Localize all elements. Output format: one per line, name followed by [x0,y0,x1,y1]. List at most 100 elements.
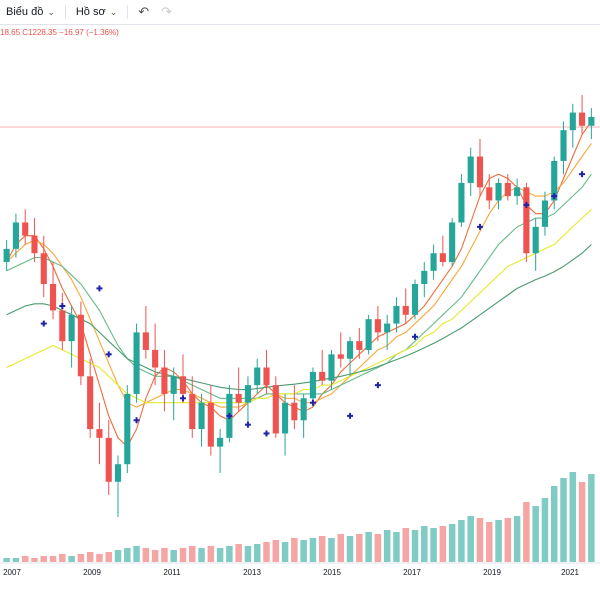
candle [579,95,586,135]
candle-body [68,314,75,342]
candle [439,235,446,267]
toolbar-divider [64,5,66,19]
volume-bar [68,556,75,562]
price-legend: 18.65 C1228.35 −16.97 (−1.36%) [0,28,119,37]
candle [411,279,419,320]
volume-bar [179,548,187,562]
candle-body [569,112,576,131]
candle [22,209,29,245]
candle [105,420,112,495]
volume-bar [244,546,252,562]
candle-body [337,354,344,359]
plus-marker [551,193,558,200]
volume-bar [467,516,474,562]
plus-marker [523,201,530,208]
candle-body [300,398,307,421]
candle [217,429,224,474]
plus-marker [263,430,270,437]
volume-bar [151,550,159,562]
plus-marker [244,421,251,428]
volume-bars [3,472,595,562]
chevron-down-icon: ⌄ [47,6,55,17]
candle [3,240,10,271]
volume-bar [309,538,317,562]
candle-body [31,235,38,254]
candle [495,178,502,210]
candle [170,367,177,421]
volume-bar [550,486,558,562]
candle-body [142,332,149,350]
plus-marker [59,302,66,309]
candle [393,297,400,333]
moving-average-line [6,121,592,448]
volume-bar [105,552,112,562]
candle [40,235,47,298]
volume-bar [3,558,10,562]
candle [12,213,19,258]
volume-bar [402,528,409,562]
redo-icon[interactable]: ↷ [161,4,173,19]
candle-body [179,376,187,394]
volume-bar [513,516,521,562]
plus-marker [476,223,483,230]
candle-body [402,305,409,315]
volume-bar [124,548,131,562]
candle [560,121,567,175]
candle-body [198,402,205,430]
time-tick-label: 2021 [561,568,579,577]
candle [346,336,354,377]
candle [179,354,187,403]
time-tick-label: 2017 [403,568,421,577]
candle-body [560,130,567,161]
volume-bar [383,530,391,562]
toolbar-divider [127,5,129,19]
volume-bar [458,520,465,562]
candle [551,156,558,210]
volume-bar [356,534,363,562]
candle [430,244,437,280]
volume-bar [96,554,103,562]
volume-bar [253,544,261,562]
candle-body [467,156,474,183]
volume-bar [49,556,57,562]
candle-body [152,349,159,368]
candle-body [588,116,595,126]
moving-average-line [6,173,592,399]
candle-body [393,305,400,324]
candle [152,323,159,386]
candle [523,182,530,263]
candle-body [254,367,261,386]
volume-bar [569,472,577,562]
volume-bar [541,498,549,562]
volume-bar [486,522,493,562]
candle [263,349,270,394]
volume-bar [504,518,512,562]
candle [244,376,252,425]
chart-menu-button[interactable]: Biểu đồ ⌄ [0,0,61,24]
profile-menu-button[interactable]: Hồ sơ ⌄ [70,0,123,24]
candle [254,358,261,394]
candle-body [217,437,224,447]
volume-bar [476,518,484,562]
candle-body [346,341,354,359]
plus-marker [374,382,381,389]
volume-bar [31,558,38,562]
candle [291,385,298,430]
volume-bar [328,538,335,562]
candle-body [133,332,140,394]
chart-menu-label: Biểu đồ [6,6,44,18]
undo-icon[interactable]: ↶ [138,4,150,19]
candle-body [22,222,29,236]
moving-average-line [6,208,592,404]
candle [402,288,409,324]
candle [328,349,335,390]
candle [142,305,149,359]
candle [68,305,75,368]
candle-body [309,371,316,399]
candle [504,174,511,201]
candle [59,292,66,350]
volume-bar [337,534,345,562]
candle [300,393,307,438]
time-tick-label: 2019 [483,568,501,577]
